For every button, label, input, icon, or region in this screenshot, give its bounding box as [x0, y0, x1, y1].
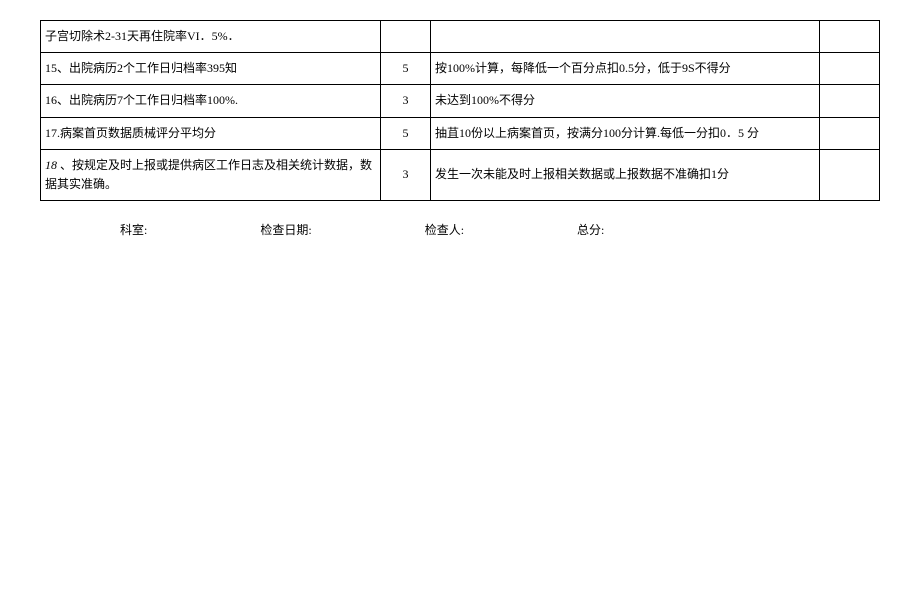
criteria-cell: 发生一次未能及时上报相关数据或上报数据不准确扣1分	[431, 149, 820, 200]
blank-cell	[820, 21, 880, 53]
score-cell	[381, 21, 431, 53]
total-score-label: 总分:	[577, 221, 604, 238]
checker-label: 检查人:	[425, 221, 464, 238]
item-cell: 18 、按规定及时上报或提供病区工作日志及相关统计数据，数据其实准确。	[41, 149, 381, 200]
blank-cell	[820, 117, 880, 149]
blank-cell	[820, 85, 880, 117]
criteria-cell: 抽苴10份以上病案首页，按满分100分计算.每低一分扣0．5 分	[431, 117, 820, 149]
footer-row: 科室: 检查日期: 检查人: 总分:	[40, 221, 880, 238]
score-cell: 3	[381, 85, 431, 117]
criteria-cell: 按100%计算，每降低一个百分点扣0.5分，低于9S不得分	[431, 53, 820, 85]
score-cell: 3	[381, 149, 431, 200]
blank-cell	[820, 149, 880, 200]
table-row: 17.病案首页数据质械评分平均分 5 抽苴10份以上病案首页，按满分100分计算…	[41, 117, 880, 149]
score-cell: 5	[381, 117, 431, 149]
item-cell: 17.病案首页数据质械评分平均分	[41, 117, 381, 149]
check-date-label: 检查日期:	[260, 221, 311, 238]
criteria-cell	[431, 21, 820, 53]
table-row: 18 、按规定及时上报或提供病区工作日志及相关统计数据，数据其实准确。 3 发生…	[41, 149, 880, 200]
score-cell: 5	[381, 53, 431, 85]
item-cell: 15、出院病历2个工作日归档率395知	[41, 53, 381, 85]
table-row: 16、出院病历7个工作日归档率100%. 3 未达到100%不得分	[41, 85, 880, 117]
item-cell: 16、出院病历7个工作日归档率100%.	[41, 85, 381, 117]
item-cell: 子宫切除术2-31天再住院率VI．5%．	[41, 21, 381, 53]
department-label: 科室:	[120, 221, 147, 238]
row-number: 18	[45, 158, 57, 172]
table-row: 子宫切除术2-31天再住院率VI．5%．	[41, 21, 880, 53]
blank-cell	[820, 53, 880, 85]
evaluation-table: 子宫切除术2-31天再住院率VI．5%． 15、出院病历2个工作日归档率395知…	[40, 20, 880, 201]
criteria-cell: 未达到100%不得分	[431, 85, 820, 117]
table-row: 15、出院病历2个工作日归档率395知 5 按100%计算，每降低一个百分点扣0…	[41, 53, 880, 85]
